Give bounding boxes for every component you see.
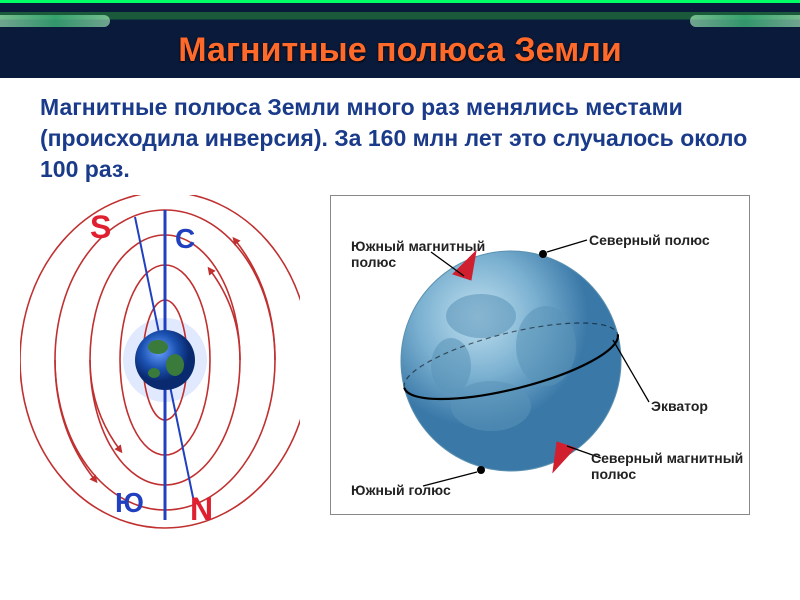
label-south-mag: Южный магнитный полюс xyxy=(351,238,485,270)
label-north-mag: Северный магнитный полюс xyxy=(591,450,743,482)
label-N: N xyxy=(190,491,213,528)
label-equator: Экватор xyxy=(651,398,708,414)
label-Yu: Ю xyxy=(115,487,144,519)
label-north-geo: Северный полюс xyxy=(589,232,710,248)
page-title: Магнитные полюса Земли xyxy=(0,31,800,70)
field-lines-svg xyxy=(20,195,300,535)
field-lines-diagram: S С Ю N xyxy=(20,195,300,535)
globe-poles-diagram: Северный полюс Южный магнитный полюс Экв… xyxy=(330,195,750,515)
body-paragraph: Магнитные полюса Земли много раз менялис… xyxy=(0,78,800,195)
label-C: С xyxy=(175,223,195,255)
diagram-row: S С Ю N xyxy=(0,195,800,535)
label-S: S xyxy=(90,209,111,246)
label-south-geo: Южный голюс xyxy=(351,482,451,498)
header-band: Магнитные полюса Земли xyxy=(0,0,800,78)
